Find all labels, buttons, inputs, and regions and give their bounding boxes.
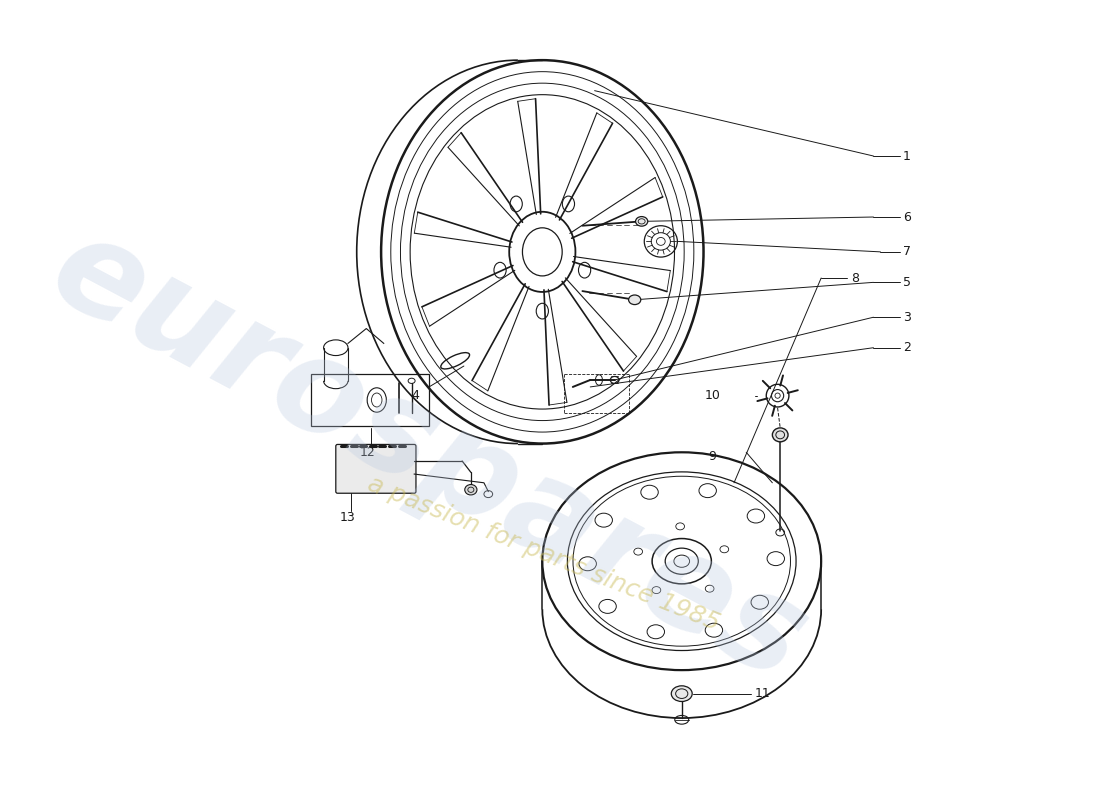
- Text: 5: 5: [903, 276, 911, 289]
- Ellipse shape: [636, 217, 648, 226]
- Text: 10: 10: [705, 389, 720, 402]
- Text: eurospares: eurospares: [31, 204, 827, 708]
- Text: 12: 12: [360, 446, 375, 458]
- Text: 11: 11: [755, 687, 771, 700]
- Text: 9: 9: [708, 450, 716, 463]
- Text: a passion for parts since 1985: a passion for parts since 1985: [364, 471, 724, 635]
- FancyBboxPatch shape: [336, 445, 416, 494]
- Text: 1: 1: [903, 150, 911, 162]
- Text: 8: 8: [850, 271, 859, 285]
- Ellipse shape: [628, 295, 641, 305]
- Ellipse shape: [671, 686, 692, 702]
- Text: 13: 13: [339, 511, 355, 524]
- Text: 7: 7: [903, 246, 911, 258]
- Text: 2: 2: [903, 342, 911, 354]
- Bar: [311, 374, 429, 426]
- Ellipse shape: [465, 485, 477, 495]
- Text: 6: 6: [903, 210, 911, 223]
- Ellipse shape: [772, 428, 788, 442]
- Text: 3: 3: [903, 310, 911, 324]
- Text: 4: 4: [411, 389, 419, 402]
